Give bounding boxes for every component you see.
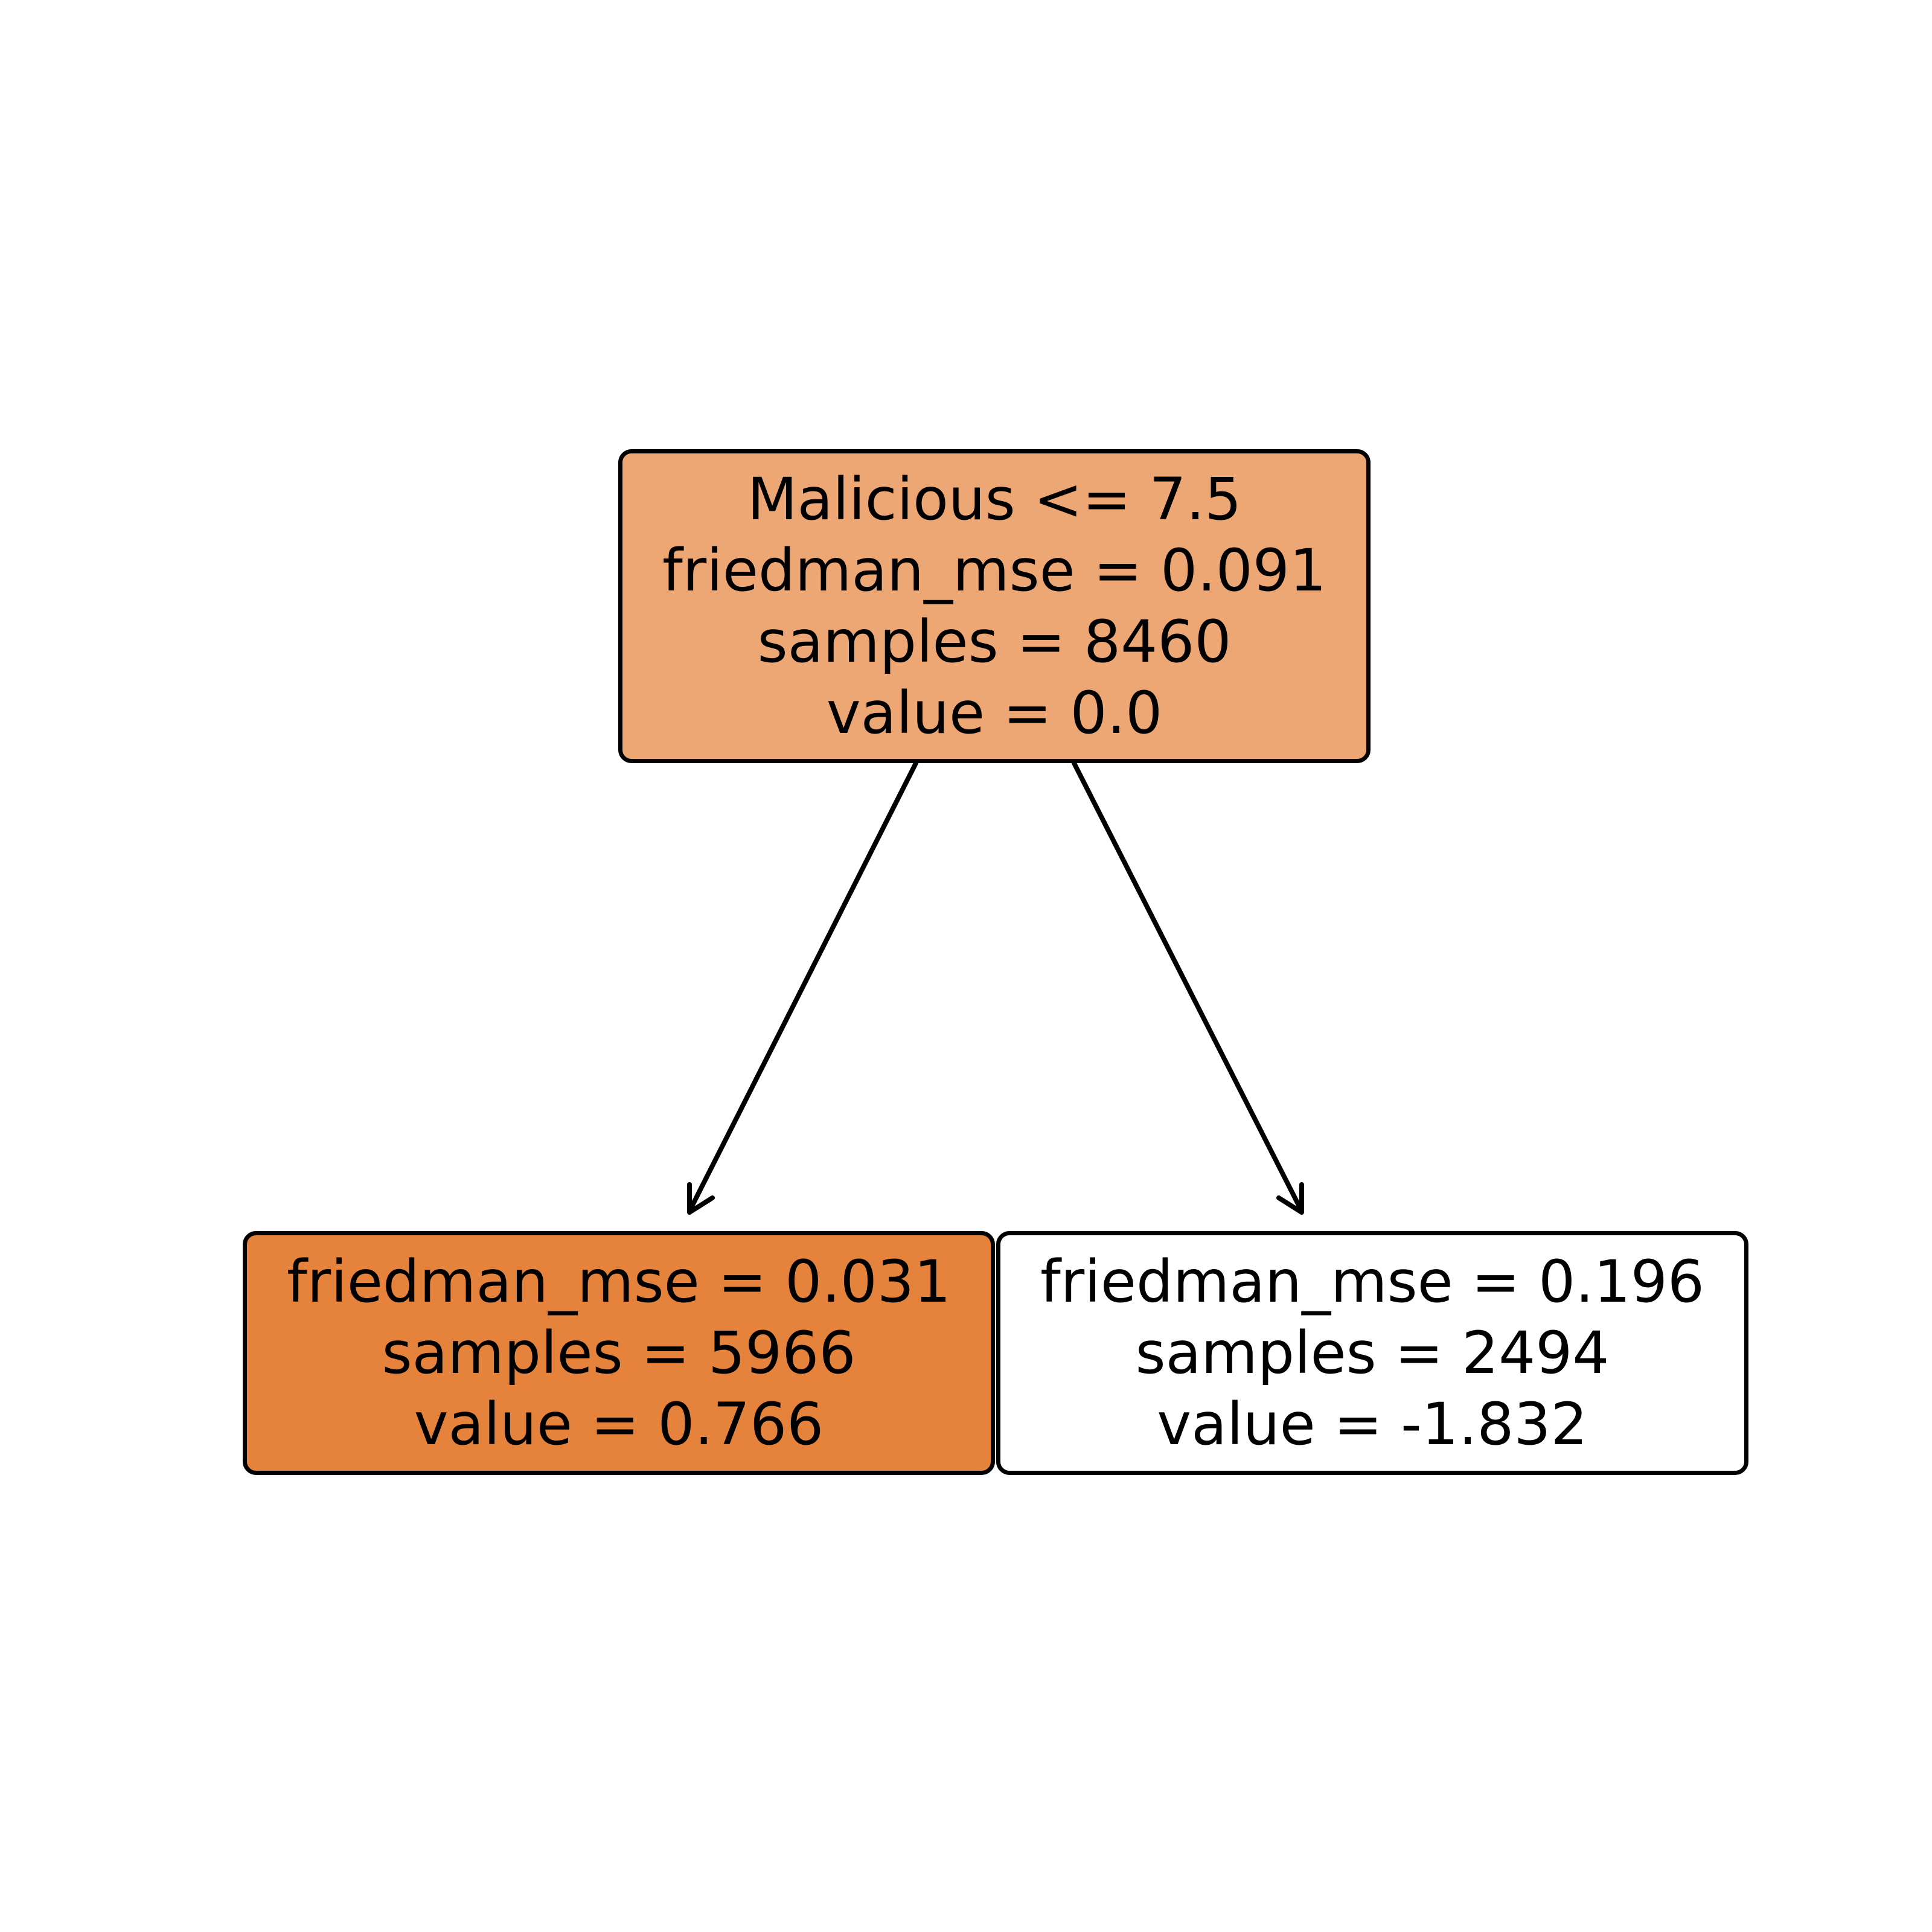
left-samples: samples = 5966	[382, 1319, 856, 1387]
root-value: value = 0.0	[826, 679, 1163, 747]
left-friedman-mse: friedman_mse = 0.031	[286, 1248, 951, 1316]
right-leaf-node: friedman_mse = 0.196 samples = 2494 valu…	[996, 1231, 1748, 1475]
right-friedman-mse: friedman_mse = 0.196	[1040, 1248, 1704, 1316]
edge-root-to-right	[1072, 761, 1304, 1214]
left-value: value = 0.766	[414, 1390, 824, 1458]
arrowhead-right	[1276, 1182, 1304, 1215]
root-node: Malicious <= 7.5 friedman_mse = 0.091 sa…	[618, 449, 1371, 763]
right-samples: samples = 2494	[1135, 1319, 1610, 1387]
left-leaf-node: friedman_mse = 0.031 samples = 5966 valu…	[243, 1231, 995, 1475]
root-friedman-mse: friedman_mse = 0.091	[662, 537, 1326, 604]
root-samples: samples = 8460	[757, 608, 1232, 676]
arrowhead-left	[687, 1182, 715, 1215]
root-split-condition: Malicious <= 7.5	[747, 465, 1242, 533]
edge-root-to-left	[687, 761, 918, 1214]
right-value: value = -1.832	[1157, 1390, 1588, 1458]
